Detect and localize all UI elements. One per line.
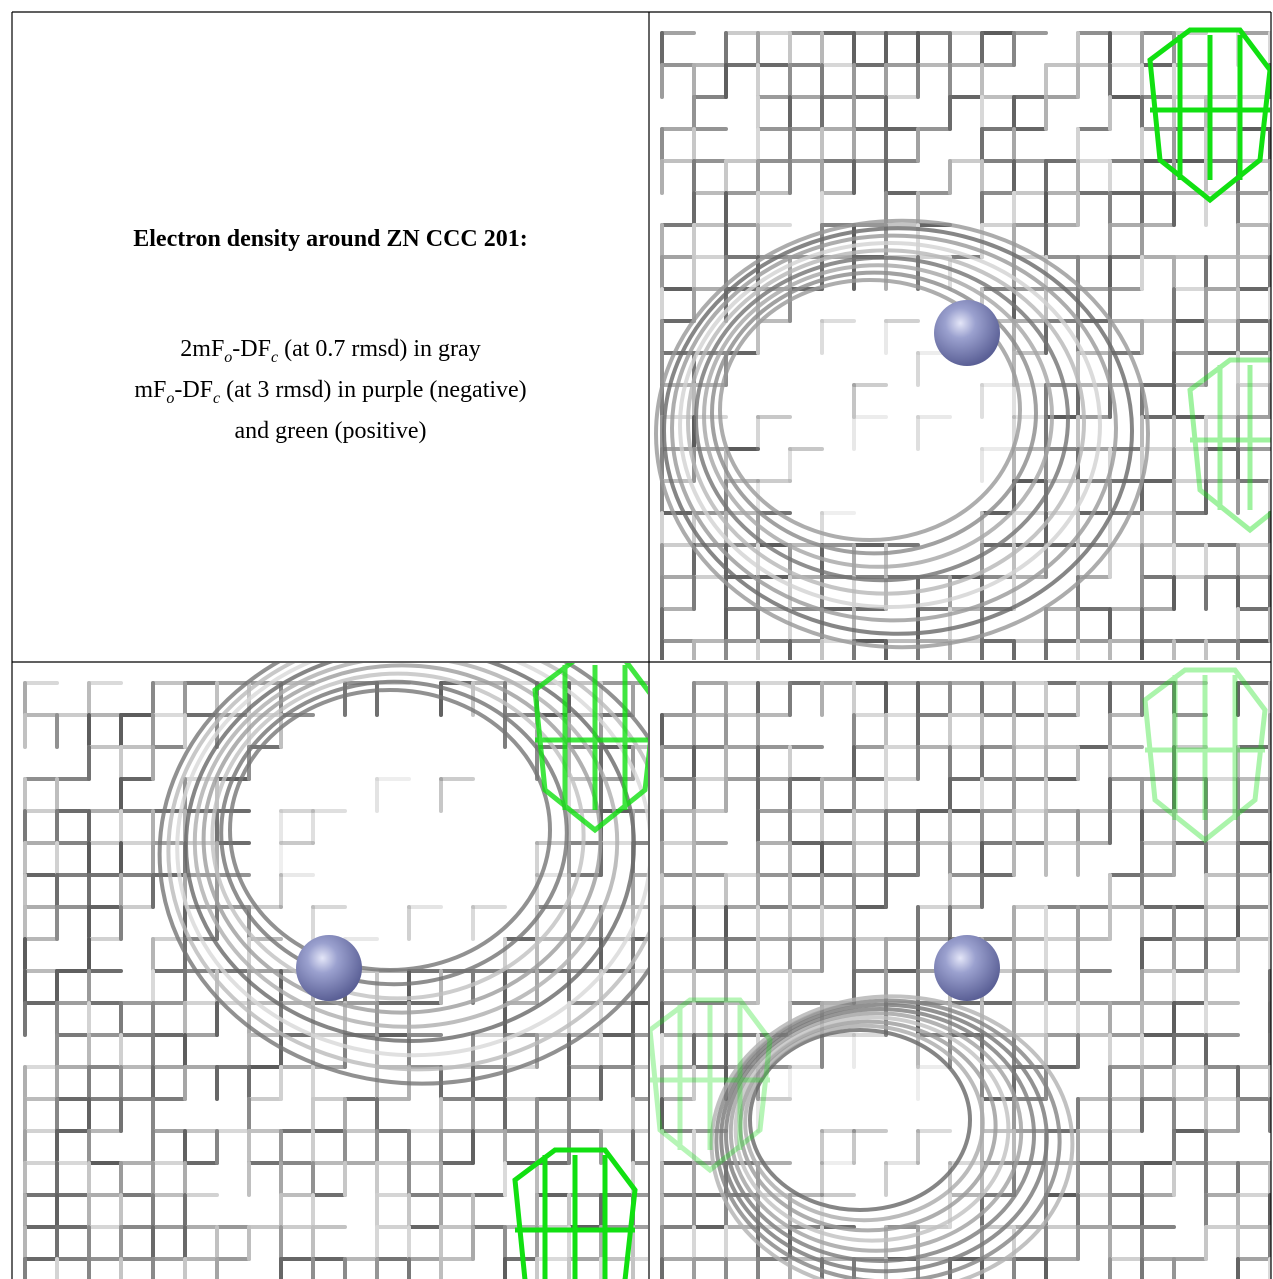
green-edge (512, 1147, 638, 1279)
text: 2mF (180, 336, 225, 362)
green-edge (532, 663, 648, 834)
contour-curve (728, 1011, 1024, 1253)
caption-line: mFo-DFc (at 3 rmsd) in purple (negative) (13, 374, 648, 415)
contour-curve (654, 218, 1150, 650)
contour-curve (710, 270, 1038, 556)
contour-curve (714, 998, 1062, 1279)
green-edge (1187, 357, 1271, 534)
subscript: o (224, 348, 233, 366)
contour-curve (718, 278, 1022, 542)
gray-mesh (23, 663, 648, 1279)
caption-line: 2mFo-DFc (at 0.7 rmsd) in gray (13, 333, 648, 374)
table-borders (11, 11, 1272, 1279)
caption-lines: 2mFo-DFc (at 0.7 rmsd) in gray mFo-DFc (… (13, 333, 648, 447)
text: (at 0.7 rmsd) in gray (278, 336, 481, 362)
contour-curve (694, 255, 1070, 583)
contour-curve (670, 233, 1118, 623)
contour-curve (192, 663, 620, 1029)
contour-curve (201, 663, 603, 1015)
green-edge (1142, 667, 1268, 844)
contour-curve (702, 263, 1054, 569)
density-view (654, 27, 1271, 660)
caption-line: and green (positive) (13, 415, 648, 447)
green-mesh (650, 997, 773, 1174)
subscript: o (166, 389, 175, 407)
contour-curve (157, 663, 648, 1086)
text: mF (134, 376, 167, 403)
contour-curve (175, 663, 648, 1058)
subscript: c (270, 348, 279, 366)
contour-curve (738, 1019, 998, 1233)
zinc-atom (296, 935, 362, 1001)
zinc-atom (934, 300, 1000, 366)
contour-curve (748, 1028, 972, 1212)
contour-curve (743, 1023, 985, 1223)
contour-curve (719, 1002, 1049, 1274)
contour-curve (210, 671, 586, 1001)
density-view (650, 667, 1271, 1279)
contour-curve (219, 679, 569, 987)
contour-curve (709, 994, 1075, 1279)
caption-title: Electron density around ZN CCC 201: (133, 226, 528, 252)
contour-curve (686, 248, 1086, 596)
text: and green (positive) (234, 417, 427, 444)
text: -DF (174, 376, 213, 403)
gray-mesh (654, 31, 1271, 660)
contour-curve (662, 226, 1134, 636)
caption-cell: Electron density around ZN CCC 201: 2mFo… (13, 13, 648, 661)
contour-curve (228, 688, 552, 972)
text: -DF (232, 336, 271, 362)
green-mesh (1142, 667, 1268, 844)
contour-curve (184, 663, 636, 1043)
green-mesh (512, 1147, 638, 1279)
gray-mesh (660, 681, 1271, 1279)
contour-curve (678, 241, 1102, 609)
green-mesh (1187, 357, 1271, 534)
subscript: c (213, 389, 221, 407)
green-mesh (1147, 27, 1271, 204)
green-edge (1147, 27, 1271, 204)
text: (at 3 rmsd) in purple (negative) (220, 376, 527, 403)
green-edge (650, 997, 773, 1174)
panels (23, 27, 1271, 1279)
zinc-atom (934, 935, 1000, 1001)
contour-curve (166, 663, 648, 1072)
contour-curve (733, 1015, 1011, 1243)
contour-curve (724, 1007, 1036, 1263)
green-mesh (532, 663, 648, 834)
density-view (23, 663, 648, 1279)
